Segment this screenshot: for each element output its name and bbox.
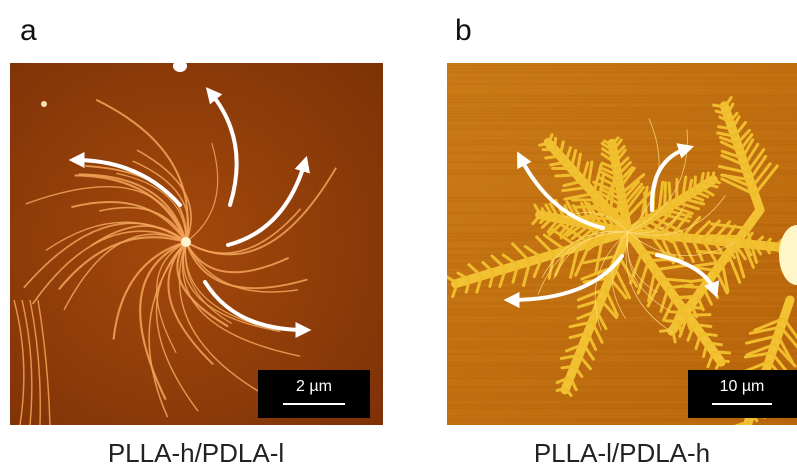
dendrite-branch xyxy=(719,127,733,129)
dendrite-branch xyxy=(554,138,555,149)
scale-bar-label: 10 µm xyxy=(720,378,765,395)
dendrite-branch xyxy=(707,343,721,345)
dendrite-branch xyxy=(562,366,575,368)
dendrite-branch xyxy=(720,361,728,362)
dendrite-branch xyxy=(694,177,695,191)
dendrite-branch xyxy=(678,305,691,306)
panel-label: a xyxy=(20,14,37,47)
dendrite-branch xyxy=(682,296,697,297)
dendrite-branch xyxy=(714,105,725,107)
page: a b 2 µm 10 µm PLLA-h/PDLA-l PLLA-l/PDLA… xyxy=(0,0,797,471)
dendrite-branch xyxy=(701,334,717,336)
dendrite-branch xyxy=(666,321,679,322)
dendrite-branch xyxy=(685,287,703,288)
dendrite-branch xyxy=(668,311,685,313)
dendrite-branch xyxy=(706,173,708,184)
dendrite-branch xyxy=(688,315,710,316)
dendrite-branch xyxy=(707,236,740,237)
dendrite-branch xyxy=(694,324,711,326)
panel-label: b xyxy=(455,14,472,47)
caption: PLLA-h/PDLA-l xyxy=(108,438,284,468)
caption: PLLA-l/PDLA-h xyxy=(534,438,710,468)
scale-bar-label: 2 µm xyxy=(296,378,332,395)
dendrite-branch xyxy=(540,143,549,145)
dendrite-branch xyxy=(712,173,713,180)
dendrite-branch xyxy=(714,352,730,353)
dendrite-branch xyxy=(546,156,560,158)
dendrite-branch xyxy=(556,175,577,176)
dendrite-branch xyxy=(669,183,670,206)
figure: a b 2 µm 10 µm PLLA-h/PDLA-l PLLA-l/PDLA… xyxy=(0,0,797,471)
